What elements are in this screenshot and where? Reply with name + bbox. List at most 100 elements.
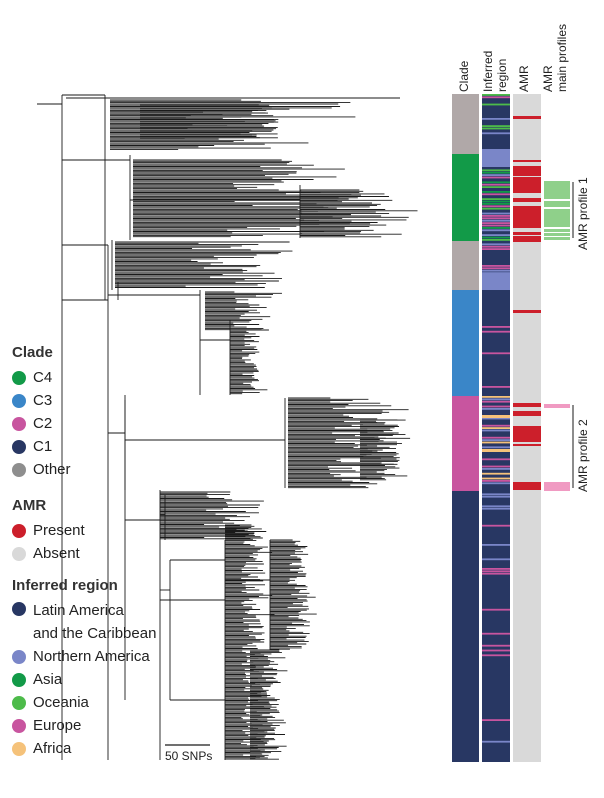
region-stripe	[482, 424, 510, 427]
region-asia-swatch	[12, 672, 26, 687]
region-stripe	[482, 740, 510, 743]
clade-legend-item: C3	[12, 389, 71, 412]
region-stripe	[482, 644, 510, 647]
region-stripe	[482, 191, 510, 193]
region-stripe	[482, 558, 510, 561]
region-stripe	[482, 269, 510, 272]
amr-present-mark	[513, 411, 541, 416]
amr-profile-1-label: AMR profile 1	[576, 177, 590, 250]
amr-legend: AMR Present Absent	[12, 497, 85, 565]
profile-1-block	[544, 181, 570, 199]
region-stripe	[482, 719, 510, 721]
clade-column-header: Clade	[457, 60, 471, 92]
region-stripe	[482, 465, 510, 468]
clade-c4-swatch	[12, 370, 26, 385]
region-stripe	[482, 446, 510, 449]
amr-present-mark	[513, 236, 541, 242]
clade-legend-item: C4	[12, 366, 71, 389]
region-stripe	[482, 386, 510, 388]
region-stripe	[482, 215, 510, 217]
region-legend-item: Asia	[12, 668, 156, 691]
clade-c1-swatch	[12, 439, 26, 454]
region-stripe	[482, 234, 510, 236]
region-stripe	[482, 239, 510, 241]
clade-block	[452, 241, 479, 290]
region-stripe	[482, 205, 510, 208]
region-stripe	[482, 408, 510, 410]
region-stripe	[482, 396, 510, 398]
region-stripe	[482, 171, 510, 174]
region-stripe	[482, 415, 510, 418]
region-stripe	[482, 352, 510, 355]
region-stripe	[482, 229, 510, 232]
region-stripe	[482, 398, 510, 401]
region-legend-item: Oceania	[12, 691, 156, 714]
region-stripe	[482, 572, 510, 575]
region-stripe	[482, 654, 510, 657]
clade-column	[452, 94, 479, 762]
profile-2-block	[544, 482, 570, 491]
amr-legend-title: AMR	[12, 497, 47, 514]
profile-1-block	[544, 233, 570, 236]
region-stripe	[482, 174, 510, 176]
clade-block	[452, 154, 479, 241]
region-stripe	[482, 96, 510, 99]
region-stripe	[482, 458, 510, 461]
region-stripe	[482, 183, 510, 186]
region-stripe	[482, 118, 510, 120]
scale-bar-label: 50 SNPs	[165, 749, 213, 763]
region-stripe	[482, 427, 510, 429]
region-stripe	[482, 132, 510, 135]
region-stripe	[482, 505, 510, 508]
amr-present-mark	[513, 482, 541, 490]
amr-present-mark	[513, 232, 541, 235]
amr-absent-swatch	[12, 546, 26, 561]
region-stripe	[482, 227, 510, 229]
amr-present-mark	[513, 444, 541, 446]
clade-legend-item: C2	[12, 412, 71, 435]
region-stripe	[482, 477, 510, 480]
inferred-region-column	[482, 94, 510, 762]
region-stripe	[482, 125, 510, 127]
region-legend-item: Northern America	[12, 645, 156, 668]
region-stripe	[482, 400, 510, 403]
region-stripe	[482, 544, 510, 546]
region-legend-item: Latin America and the Caribbean	[12, 599, 156, 645]
amr-column-header: AMR	[517, 65, 531, 92]
region-stripe	[482, 103, 510, 106]
region-stripe	[482, 149, 510, 167]
region-stripe	[482, 224, 510, 227]
region-stripe	[482, 267, 510, 270]
region-stripe	[482, 149, 510, 151]
region-stripe	[482, 200, 510, 203]
region-stripe	[482, 245, 510, 248]
region-legend-item: Europe	[12, 714, 156, 737]
region-northern-america-swatch	[12, 649, 26, 664]
region-stripe	[482, 449, 510, 452]
region-stripe	[482, 248, 510, 250]
clade-block	[452, 290, 479, 396]
region-stripe	[482, 217, 510, 220]
region-stripe	[482, 608, 510, 611]
profile-1-block	[544, 209, 570, 227]
amr-legend-item: Present	[12, 519, 85, 542]
region-stripe	[482, 429, 510, 432]
region-legend-item: Africa	[12, 737, 156, 760]
region-stripe	[482, 186, 510, 188]
clade-legend-item: C1	[12, 435, 71, 458]
region-stripe	[482, 480, 510, 482]
clade-c3-swatch	[12, 393, 26, 408]
amr-present-mark	[513, 403, 541, 407]
region-stripe	[482, 649, 510, 652]
region-stripe	[482, 193, 510, 196]
clade-block	[452, 94, 479, 154]
amr-main-profiles-column	[544, 181, 570, 491]
profile-1-block	[544, 237, 570, 240]
amr-present-mark	[513, 206, 541, 228]
amr-present-mark	[513, 310, 541, 313]
profiles-column-header-line2: main profiles	[555, 23, 569, 92]
region-stripe	[482, 326, 510, 328]
region-stripe	[482, 222, 510, 224]
region-stripe	[482, 405, 510, 408]
